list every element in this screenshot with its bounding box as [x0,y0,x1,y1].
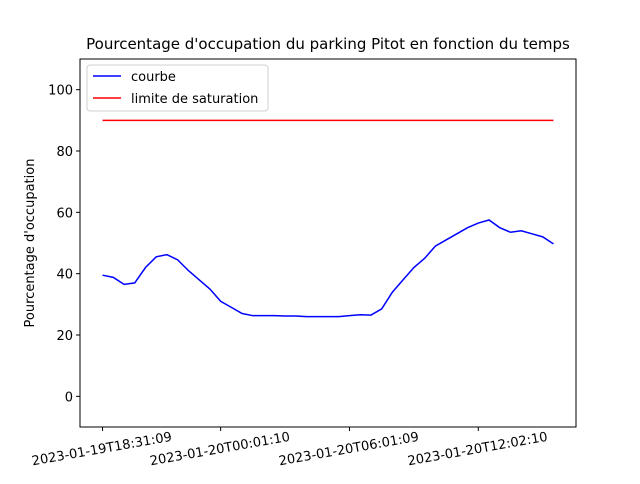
y-tick-label: 60 [56,206,73,221]
y-tick-label: 20 [56,329,73,344]
y-axis-label: Pourcentage d'occupation [23,159,38,328]
y-tick-label: 0 [65,390,73,405]
series-line [102,219,554,318]
y-tick-label: 40 [56,268,73,283]
plot-frame [79,58,577,428]
legend-label: courbe [131,70,176,85]
legend-label: limite de saturation [131,92,258,107]
y-tick-label: 80 [56,145,73,160]
y-tick-label: 100 [48,84,73,99]
legend: courbe limite de saturation [86,64,269,112]
legend-box [86,64,269,112]
chart-title: Pourcentage d'occupation du parking Pito… [86,35,570,53]
